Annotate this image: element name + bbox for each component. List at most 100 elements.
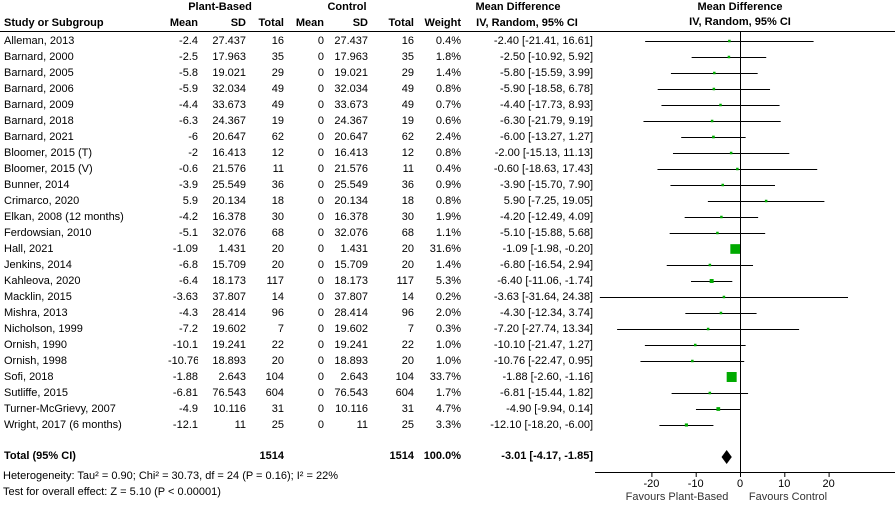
- total-plant-cell: 20: [271, 243, 284, 255]
- ci-text-cell: -4.30 [-12.34, 3.74]: [500, 307, 593, 319]
- weight-cell: 2.0%: [435, 307, 461, 319]
- total-control-cell: 117: [396, 275, 414, 287]
- sd-control-cell: 32.034: [334, 83, 368, 95]
- study-name-cell: Ornish, 1990: [4, 339, 67, 351]
- column-header-method: IV, Random, 95% CI: [476, 17, 578, 29]
- effect-square: [691, 359, 694, 363]
- sd-plant-cell: 16.413: [212, 147, 246, 159]
- ci-text-cell: -6.40 [-11.06, -1.74]: [497, 275, 593, 287]
- study-row: Ferdowsian, 2010 -5.1 32.076 68 0 32.076 68 1.1…: [0, 225, 593, 241]
- sd-plant-cell: 33.673: [212, 99, 246, 111]
- study-row: Barnard, 2005 -5.8 19.021 29 0 19.021 29 1.4% -5…: [0, 65, 593, 81]
- mean-plant-cell: -2: [188, 147, 198, 159]
- study-name-cell: Bloomer, 2015 (V): [4, 163, 93, 175]
- mean-control-cell: 0: [317, 51, 324, 63]
- sd-control-cell: 32.076: [334, 227, 368, 239]
- total-weight: 100.0%: [423, 450, 461, 462]
- sd-plant-cell: 10.116: [213, 403, 246, 415]
- sd-control-cell: 21.576: [334, 163, 368, 175]
- ci-text-cell: -5.80 [-15.59, 3.99]: [500, 67, 593, 79]
- sd-control-cell: 76.543: [334, 387, 368, 399]
- study-name-cell: Nicholson, 1999: [4, 323, 83, 335]
- mean-plant-cell: -6.4: [179, 275, 198, 287]
- study-name-cell: Barnard, 2018: [4, 115, 74, 127]
- total-plant-cell: 117: [266, 275, 284, 287]
- sd-control-cell: 33.673: [334, 99, 368, 111]
- sd-control-cell: 19.602: [334, 323, 368, 335]
- ci-text-cell: -10.76 [-22.47, 0.95]: [493, 355, 593, 367]
- effect-square: [720, 215, 723, 219]
- study-row: Barnard, 2000 -2.5 17.963 35 0 17.963 35 1.8% -2…: [0, 49, 593, 65]
- sd-control-cell: 1.431: [340, 243, 368, 255]
- study-row: Sofi, 2018 -1.88 2.643 104 0 2.643 104 33.7% -1.…: [0, 369, 593, 385]
- group-header-plant-based: Plant-Based: [188, 1, 252, 13]
- mean-control-cell: 0: [317, 339, 324, 351]
- ci-text-cell: -2.50 [-10.92, 5.92]: [500, 51, 593, 63]
- effect-square: [706, 327, 710, 331]
- study-name-cell: Wright, 2017 (6 months): [4, 419, 122, 431]
- sd-plant-cell: 28.414: [212, 307, 246, 319]
- column-header-total-control: Total: [388, 17, 414, 29]
- mean-control-cell: 0: [317, 419, 324, 431]
- study-name-cell: Barnard, 2021: [4, 131, 74, 143]
- total-plant-cell: 25: [271, 419, 284, 431]
- mean-control-cell: 0: [317, 371, 324, 383]
- study-row: Barnard, 2009 -4.4 33.673 49 0 33.673 49 0.7% -4…: [0, 97, 593, 113]
- mean-control-cell: 0: [317, 403, 324, 415]
- column-header-mean-control: Mean: [295, 17, 324, 29]
- study-name-cell: Kahleova, 2020: [4, 275, 81, 287]
- x-axis-tick-label: 10: [778, 478, 790, 490]
- total-plant-cell: 62: [271, 131, 284, 143]
- sd-control-cell: 28.414: [334, 307, 368, 319]
- mean-plant-cell: -6: [188, 131, 198, 143]
- total-control-cell: 12: [401, 147, 414, 159]
- sd-control-cell: 18.173: [334, 275, 368, 287]
- ci-text-cell: -4.40 [-17.73, 8.93]: [500, 99, 593, 111]
- total-plant-cell: 30: [271, 211, 284, 223]
- weight-cell: 1.9%: [435, 211, 461, 223]
- mean-plant-cell: -4.2: [179, 211, 198, 223]
- study-name-cell: Sofi, 2018: [4, 371, 54, 383]
- mean-plant-cell: -6.8: [179, 259, 198, 271]
- x-axis-tick-label: 20: [822, 478, 834, 490]
- effect-square: [728, 39, 731, 43]
- total-control-cell: 7: [407, 323, 414, 335]
- effect-square: [719, 311, 723, 315]
- ci-text-cell: -3.90 [-15.70, 7.90]: [500, 179, 593, 191]
- mean-plant-cell: -4.3: [179, 307, 198, 319]
- sd-plant-cell: 76.543: [212, 387, 246, 399]
- weight-cell: 0.6%: [435, 115, 461, 127]
- sd-control-cell: 2.643: [340, 371, 368, 383]
- ci-text-cell: -0.60 [-18.63, 17.43]: [493, 163, 593, 175]
- effect-square: [694, 343, 697, 347]
- ci-text-cell: -2.00 [-15.13, 11.13]: [494, 147, 593, 159]
- total-control-cell: 14: [401, 291, 414, 303]
- study-name-cell: Sutliffe, 2015: [4, 387, 69, 399]
- mean-plant-cell: 5.9: [182, 195, 198, 207]
- mean-plant-cell: -6.81: [172, 387, 198, 399]
- total-plant-cell: 604: [265, 387, 284, 399]
- total-plant-cell: 22: [271, 339, 284, 351]
- column-header-sd-control: SD: [352, 17, 368, 29]
- sd-control-cell: 17.963: [334, 51, 368, 63]
- sd-plant-cell: 24.367: [212, 115, 246, 127]
- sd-plant-cell: 18.173: [212, 275, 246, 287]
- sd-control-cell: 16.378: [334, 211, 368, 223]
- total-plant-cell: 36: [271, 179, 284, 191]
- sd-plant-cell: 15.709: [212, 259, 246, 271]
- effect-square: [712, 135, 715, 139]
- sd-plant-cell: 16.378: [212, 211, 246, 223]
- total-plant-cell: 11: [272, 163, 284, 175]
- sd-plant-cell: 19.602: [212, 323, 246, 335]
- x-axis-tick-label: -20: [643, 478, 659, 490]
- total-plant-cell: 29: [271, 67, 284, 79]
- effect-square: [729, 151, 733, 155]
- total-control-cell: 30: [401, 211, 414, 223]
- effect-square: [736, 167, 739, 171]
- ci-text-cell: -4.90 [-9.94, 0.14]: [506, 403, 593, 415]
- study-row: Kahleova, 2020 -6.4 18.173 117 0 18.173 117 5.3…: [0, 273, 593, 289]
- sd-control-cell: 11: [356, 419, 368, 431]
- mean-plant-cell: -10.1: [172, 339, 198, 351]
- mean-control-cell: 0: [317, 99, 324, 111]
